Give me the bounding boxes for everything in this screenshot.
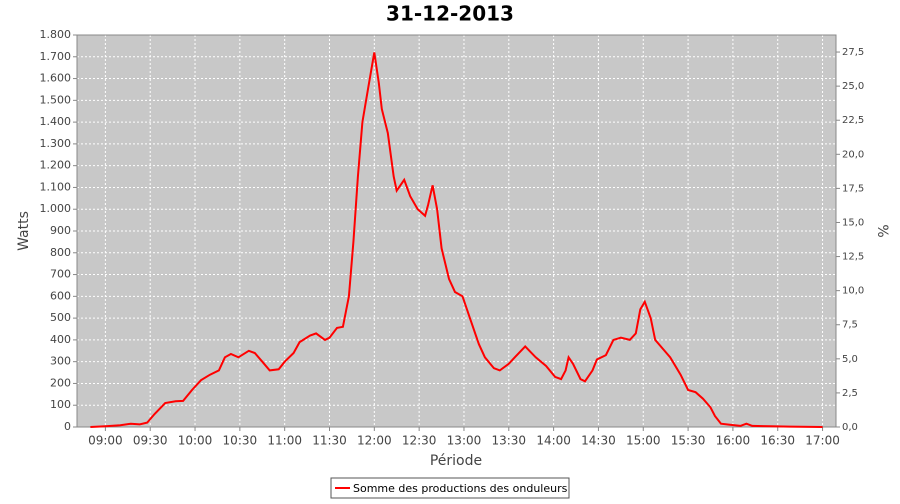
x-tick-label: 16:00 — [716, 434, 751, 448]
y-tick-label: 800 — [50, 246, 71, 259]
legend-label: Somme des productions des onduleurs — [353, 482, 568, 495]
y2-axis-title: % — [874, 224, 890, 237]
plot-border — [76, 34, 837, 428]
y-tick-label: 600 — [50, 289, 71, 302]
y-tick-label: 500 — [50, 311, 71, 324]
x-tick-label: 17:00 — [805, 434, 840, 448]
y-tick-label: 1.400 — [40, 115, 72, 128]
x-tick-label: 13:30 — [491, 434, 526, 448]
y-tick-label: 700 — [50, 268, 71, 281]
x-tick-label: 09:00 — [88, 434, 123, 448]
y-tick-label: 1.100 — [40, 180, 72, 193]
y-tick-label: 1.000 — [40, 202, 72, 215]
y-tick-label: 1.700 — [40, 50, 72, 63]
x-tick-label: 11:30 — [312, 434, 347, 448]
x-tick-label: 14:30 — [581, 434, 616, 448]
y2-tick-label: 25,0 — [842, 81, 864, 92]
x-tick-label: 12:00 — [357, 434, 392, 448]
y-tick-label: 100 — [50, 398, 71, 411]
x-tick-label: 13:00 — [447, 434, 482, 448]
x-tick-label: 10:00 — [178, 434, 213, 448]
data-line — [90, 52, 823, 428]
y2-tick-label: 17,5 — [842, 183, 864, 194]
x-tick-label: 14:00 — [536, 434, 571, 448]
y-tick-label: 1.200 — [40, 159, 72, 172]
y2-tick-label: 7,5 — [842, 320, 858, 331]
x-tick-label: 12:30 — [402, 434, 437, 448]
chart-title: 31-12-2013 — [386, 2, 514, 26]
x-tick-label: 15:00 — [626, 434, 661, 448]
y2-tick-label: 5,0 — [842, 354, 858, 365]
y2-tick-label: 27,5 — [842, 47, 864, 58]
y-tick-label: 1.300 — [40, 137, 72, 150]
y2-tick-label: 15,0 — [842, 217, 864, 228]
y2-tick-label: 0,0 — [842, 422, 858, 433]
x-tick-label: 09:30 — [133, 434, 168, 448]
y-tick-label: 300 — [50, 355, 71, 368]
y-tick-label: 1.600 — [40, 72, 72, 85]
y-axis-title: Watts — [16, 211, 32, 251]
x-tick-label: 11:00 — [267, 434, 302, 448]
y2-tick-label: 2,5 — [842, 388, 858, 399]
x-tick-label: 15:30 — [671, 434, 706, 448]
x-tick-label: 16:30 — [760, 434, 795, 448]
x-axis-title: Période — [430, 453, 482, 469]
y-tick-label: 200 — [50, 376, 71, 389]
y2-tick-label: 22,5 — [842, 115, 864, 126]
legend — [330, 477, 570, 499]
y-tick-label: 1.500 — [40, 93, 72, 106]
y-tick-label: 900 — [50, 224, 71, 237]
x-tick-label: 10:30 — [223, 434, 258, 448]
y2-tick-label: 10,0 — [842, 286, 864, 297]
y2-tick-label: 20,0 — [842, 149, 864, 160]
y-tick-label: 400 — [50, 333, 71, 346]
y-tick-label: 0 — [64, 420, 71, 433]
y2-tick-label: 12,5 — [842, 252, 864, 263]
y-tick-label: 1.800 — [40, 28, 72, 41]
